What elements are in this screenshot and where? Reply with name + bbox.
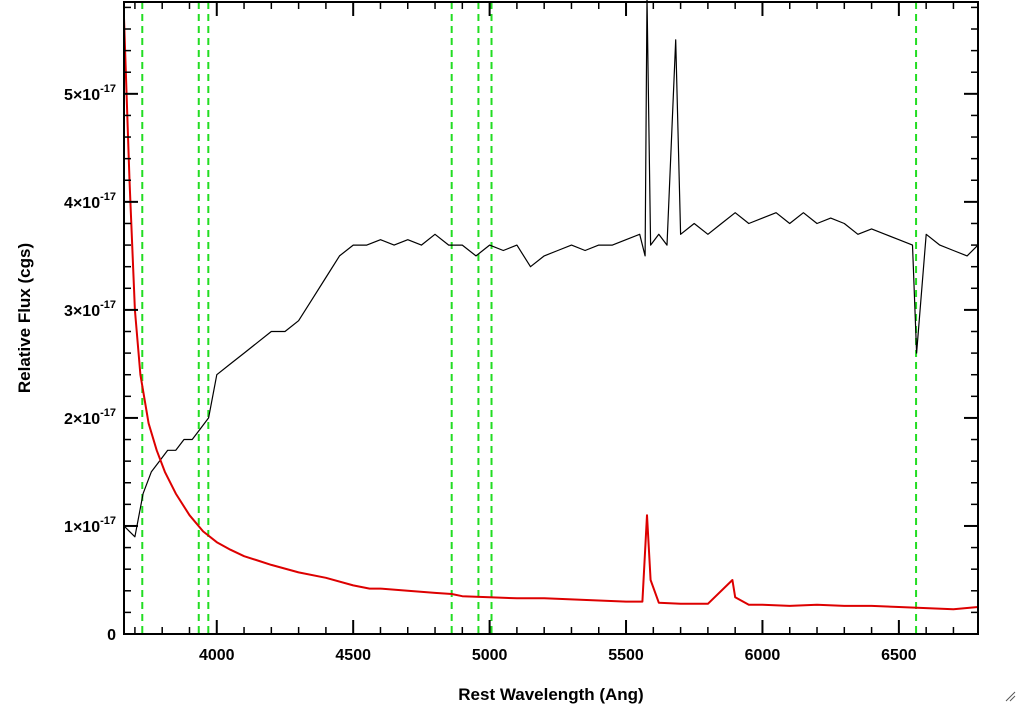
y-tick-label: 1×10-17 [64,515,116,536]
x-tick-label: 6500 [881,647,917,664]
series-line-0 [123,0,979,538]
y-tick-label: 4×10-17 [64,191,116,212]
reference-lines [141,2,918,634]
plot-frame [123,1,979,635]
y-tick-label: 3×10-17 [64,299,116,320]
y-tick-label: 0 [107,627,116,644]
x-tick-label: 6000 [745,647,781,664]
x-tick-label: 4000 [199,647,235,664]
y-tick-label: 2×10-17 [64,407,116,428]
y-axis-ticks: 0 1×10-17 2×10-17 3×10-17 4×10-17 5×10-17 [64,6,978,644]
y-axis-title: Relative Flux (cgs) [15,243,34,393]
x-tick-label: 5500 [608,647,644,664]
x-axis-ticks: 4000 4500 5000 5500 6000 6500 [134,2,955,664]
series-line-1 [123,18,979,611]
x-tick-label: 5000 [472,647,508,664]
series-layer [123,0,979,611]
x-tick-label: 4500 [335,647,371,664]
resize-grip-icon[interactable] [1004,690,1016,702]
y-tick-label: 5×10-17 [64,83,116,104]
x-axis-title: Rest Wavelength (Ang) [458,685,643,704]
